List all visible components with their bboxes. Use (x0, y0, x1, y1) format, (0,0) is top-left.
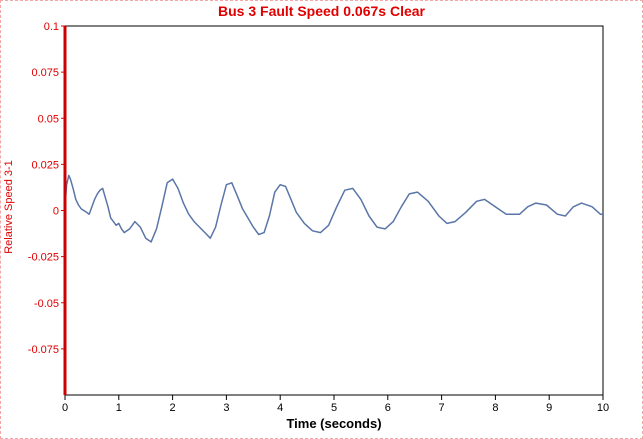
x-tick-label: 3 (223, 402, 229, 414)
x-tick-label: 5 (331, 402, 337, 414)
x-tick-label: 6 (385, 402, 391, 414)
x-tick-label: 1 (116, 402, 122, 414)
x-tick-label: 10 (597, 402, 609, 414)
series-line (64, 174, 603, 243)
y-tick-label: -0.05 (34, 298, 59, 310)
x-axis-label: Time (seconds) (286, 416, 382, 431)
chart-title: Bus 3 Fault Speed 0.067s Clear (218, 3, 425, 19)
x-tick-label: 9 (546, 402, 552, 414)
x-tick-label: 7 (439, 402, 445, 414)
y-tick-label: 0.075 (31, 67, 59, 79)
y-tick-label: -0.075 (28, 344, 59, 356)
x-tick-label: 0 (62, 402, 68, 414)
y-tick-label: 0.05 (38, 113, 59, 125)
y-tick-label: -0.025 (28, 252, 59, 264)
x-tick-label: 4 (277, 402, 283, 414)
plot-area (64, 25, 604, 396)
x-tick-label: 8 (492, 402, 498, 414)
x-tick-label: 2 (170, 402, 176, 414)
y-tick-label: 0 (53, 206, 59, 218)
y-tick-label: 0.025 (31, 159, 59, 171)
y-tick-label: 0.1 (44, 21, 59, 33)
